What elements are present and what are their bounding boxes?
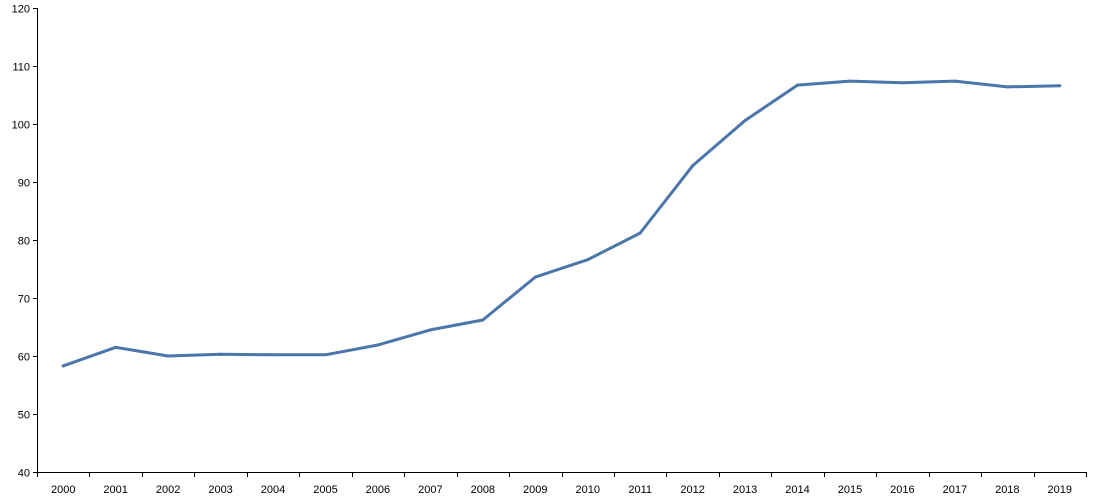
y-tick-label: 80 — [18, 236, 30, 248]
x-tick-label: 2010 — [575, 484, 599, 496]
x-tick-label: 2000 — [51, 484, 75, 496]
x-tick-label: 2013 — [733, 484, 757, 496]
x-tick-label: 2019 — [1048, 484, 1072, 496]
x-tick-label: 2015 — [838, 484, 862, 496]
data-point — [533, 275, 537, 279]
y-tick-label: 110 — [12, 62, 30, 74]
y-tick-label: 50 — [18, 410, 30, 422]
x-tick-label: 2005 — [313, 484, 337, 496]
y-tick-label: 90 — [18, 178, 30, 190]
data-point — [900, 81, 904, 85]
y-tick-label: 40 — [18, 468, 30, 480]
data-point — [166, 354, 170, 358]
x-tick-label: 2012 — [680, 484, 704, 496]
data-point — [61, 364, 65, 368]
x-tick-label: 2007 — [418, 484, 442, 496]
data-point — [428, 328, 432, 332]
data-point — [953, 79, 957, 83]
x-axis-ticks: 2000 2001 2002 2003 2004 2005 2006 2007 2008 2009… — [37, 472, 1087, 496]
data-point — [796, 83, 799, 87]
y-tick-label: 70 — [18, 294, 30, 306]
data-point — [691, 164, 695, 168]
x-tick-label: 2003 — [208, 484, 232, 496]
data-point — [586, 258, 590, 262]
x-tick-label: 2008 — [471, 484, 495, 496]
y-axis-ticks: 40 50 60 70 80 90 100 110 120 — [12, 4, 37, 480]
data-point — [114, 345, 118, 349]
data-point — [743, 119, 747, 122]
data-point — [1058, 84, 1062, 88]
y-tick-label: 100 — [12, 120, 30, 132]
x-tick-label: 2018 — [995, 484, 1019, 496]
data-point — [324, 353, 327, 357]
data-point — [376, 343, 380, 347]
data-point — [848, 79, 852, 83]
x-tick-label: 2014 — [785, 484, 809, 496]
series-layer — [61, 79, 1062, 368]
data-point — [271, 353, 275, 357]
series-line — [61, 79, 1062, 368]
y-tick-label: 60 — [18, 352, 30, 364]
data-point — [481, 318, 485, 322]
y-tick-label: 120 — [12, 4, 30, 16]
x-tick-label: 2001 — [103, 484, 127, 496]
x-tick-label: 2016 — [890, 484, 914, 496]
x-tick-label: 2011 — [628, 484, 652, 496]
data-point — [1005, 85, 1009, 89]
x-tick-label: 2002 — [156, 484, 180, 496]
data-point — [219, 352, 223, 356]
x-tick-label: 2009 — [523, 484, 547, 496]
x-tick-label: 2004 — [261, 484, 285, 496]
x-tick-label: 2017 — [943, 484, 967, 496]
data-point — [638, 231, 642, 235]
x-tick-label: 2006 — [366, 484, 390, 496]
